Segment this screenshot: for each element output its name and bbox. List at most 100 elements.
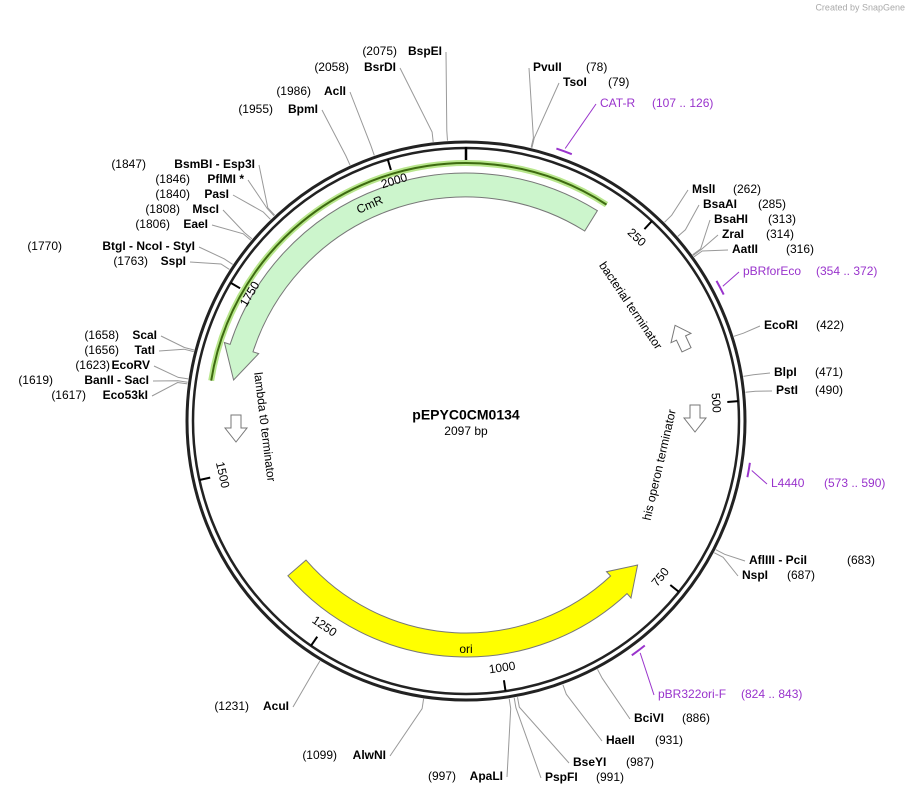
cut-site-line bbox=[158, 348, 194, 353]
primer-name: L4440 bbox=[771, 476, 805, 490]
cut-site-line bbox=[321, 109, 351, 166]
enzyme-name: BseYI bbox=[573, 755, 606, 769]
enzyme-name: BanII - SacI bbox=[84, 373, 149, 387]
cut-site-line bbox=[713, 552, 739, 577]
enzyme-position: (1806) bbox=[135, 217, 170, 231]
cut-site-line bbox=[743, 372, 771, 377]
cut-site-line bbox=[222, 209, 253, 240]
credit: Created by SnapGene bbox=[815, 2, 905, 12]
enzyme-position: (931) bbox=[655, 733, 683, 747]
enzyme-position: (422) bbox=[816, 318, 844, 332]
cut-site-line bbox=[153, 365, 189, 380]
enzyme-position: (997) bbox=[428, 769, 456, 783]
terminator-arrow bbox=[223, 414, 249, 443]
feature-label: his operon terminator bbox=[640, 408, 679, 522]
enzyme-position: (683) bbox=[847, 553, 875, 567]
cut-site-line bbox=[528, 67, 534, 148]
cut-site-line bbox=[513, 697, 542, 779]
enzyme-position: (316) bbox=[786, 242, 814, 256]
feature-label: ori bbox=[459, 642, 472, 656]
enzyme-position: (262) bbox=[733, 182, 761, 196]
primer-name: pBRforEco bbox=[743, 264, 801, 278]
primer bbox=[746, 462, 751, 478]
enzyme-position: (313) bbox=[768, 212, 796, 226]
cut-site-line bbox=[292, 660, 321, 708]
primer-leader bbox=[751, 470, 768, 485]
enzyme-position: (471) bbox=[815, 365, 843, 379]
plasmid-name: pEPYC0CM0134 bbox=[412, 407, 520, 423]
scale-tick bbox=[310, 636, 319, 647]
scale-tick bbox=[502, 680, 507, 692]
enzyme-name: HaeII bbox=[606, 733, 635, 747]
enzyme-position: (886) bbox=[682, 711, 710, 725]
cut-site-line bbox=[692, 234, 719, 256]
cut-site-line bbox=[349, 91, 375, 156]
feature-label: bacterial terminator bbox=[596, 259, 665, 352]
enzyme-position: (1846) bbox=[155, 172, 190, 186]
primer-range: (824 .. 843) bbox=[741, 687, 802, 701]
primer-range: (354 .. 372) bbox=[816, 264, 877, 278]
enzyme-position: (1763) bbox=[113, 254, 148, 268]
cut-site-line bbox=[715, 549, 746, 562]
enzyme-name: ZraI bbox=[722, 227, 744, 241]
enzyme-name: TsoI bbox=[563, 75, 587, 89]
cut-site-line bbox=[531, 82, 560, 148]
enzyme-position: (1623) bbox=[75, 358, 110, 372]
enzyme-name: EaeI bbox=[183, 217, 208, 231]
enzyme-position: (1808) bbox=[145, 202, 180, 216]
backbone-outer bbox=[185, 140, 747, 702]
enzyme-position: (1656) bbox=[84, 343, 119, 357]
scale-tick bbox=[727, 400, 739, 403]
enzyme-name: NspI bbox=[742, 568, 768, 582]
enzyme-name: AlwNI bbox=[353, 748, 386, 762]
enzyme-position: (490) bbox=[815, 383, 843, 397]
enzyme-name: BlpI bbox=[774, 365, 797, 379]
primer bbox=[631, 644, 646, 657]
enzyme-name: BciVI bbox=[634, 711, 664, 725]
enzyme-position: (987) bbox=[626, 755, 654, 769]
feature-label: lambda t0 terminator bbox=[251, 371, 278, 482]
cut-site-line bbox=[160, 335, 195, 351]
enzyme-name: BsaHI bbox=[714, 212, 748, 226]
enzyme-position: (1658) bbox=[84, 328, 119, 342]
enzyme-name: MscI bbox=[192, 202, 219, 216]
enzyme-position: (2058) bbox=[314, 60, 349, 74]
enzyme-position: (1619) bbox=[18, 373, 53, 387]
scale-label: 1500 bbox=[213, 460, 233, 489]
primer-leader bbox=[722, 271, 740, 287]
enzyme-position: (79) bbox=[608, 75, 629, 89]
scale-tick bbox=[386, 159, 392, 171]
terminator-arrow bbox=[670, 324, 693, 353]
cut-site-line bbox=[258, 164, 276, 216]
scale-label: 750 bbox=[649, 565, 673, 590]
enzyme-name: EcoRI bbox=[764, 318, 798, 332]
primer-name: pBR322ori-F bbox=[658, 687, 726, 701]
enzyme-position: (1099) bbox=[302, 748, 337, 762]
primer-range: (107 .. 126) bbox=[652, 96, 713, 110]
enzyme-name: TatI bbox=[135, 343, 155, 357]
enzyme-name: SspI bbox=[161, 254, 186, 268]
enzyme-name: Eco53kI bbox=[103, 388, 148, 402]
cut-site-line bbox=[733, 325, 761, 337]
cut-site-line bbox=[189, 261, 230, 270]
enzyme-name: PasI bbox=[204, 187, 229, 201]
enzyme-position: (1617) bbox=[51, 388, 86, 402]
terminator-arrow bbox=[682, 404, 708, 433]
primer bbox=[715, 280, 725, 296]
cut-site-line bbox=[664, 189, 689, 223]
cut-site-line bbox=[597, 669, 631, 720]
cut-site-line bbox=[389, 698, 425, 757]
enzyme-position: (285) bbox=[758, 197, 786, 211]
cut-site-line bbox=[247, 179, 275, 217]
enzyme-position: (2075) bbox=[362, 44, 397, 58]
cut-site-line bbox=[211, 224, 252, 241]
enzyme-position: (1955) bbox=[238, 102, 273, 116]
enzyme-name: PflMI * bbox=[207, 172, 244, 186]
enzyme-name: AcuI bbox=[263, 699, 289, 713]
enzyme-name: BsmBI - Esp3I bbox=[174, 157, 255, 171]
enzyme-name: ApaLI bbox=[470, 769, 503, 783]
enzyme-name: EcoRV bbox=[112, 358, 150, 372]
enzyme-position: (314) bbox=[766, 227, 794, 241]
enzyme-name: BtgI - NcoI - StyI bbox=[102, 239, 195, 253]
